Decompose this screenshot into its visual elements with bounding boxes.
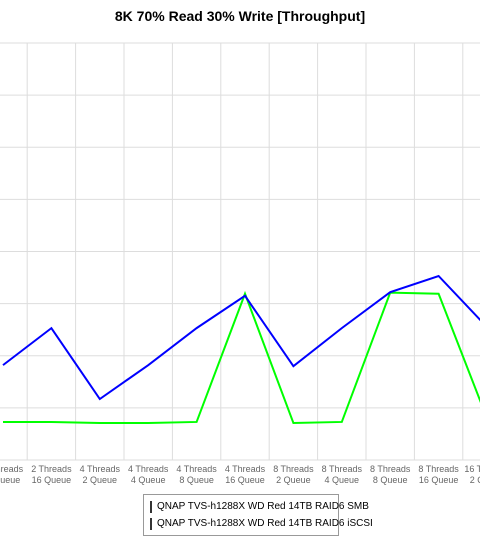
x-tick-label: 4 Threads 16 Queue [224, 464, 266, 485]
legend-label: QNAP TVS-h1288X WD Red 14TB RAID6 iSCSI [157, 518, 373, 529]
series-line [3, 290, 480, 425]
x-tick-label: 16 Threads 2 Queue [464, 464, 480, 485]
legend-swatch [150, 517, 152, 530]
x-tick-label: 8 Threads 4 Queue [321, 464, 362, 485]
legend-item: QNAP TVS-h1288X WD Red 14TB RAID6 SMB [150, 498, 369, 515]
x-tick-label: 2 Threads 16 Queue [31, 464, 72, 485]
x-tick-label: 2 Threads 8 Queue [0, 464, 24, 485]
series-line [2, 274, 480, 401]
legend-swatch [150, 500, 152, 513]
x-tick-label: 8 Threads 8 Queue [370, 464, 411, 485]
x-tick-label: 8 Threads 2 Queue [273, 464, 314, 485]
x-tick-label: 4 Threads 2 Queue [79, 464, 120, 485]
legend: QNAP TVS-h1288X WD Red 14TB RAID6 SMB QNA… [143, 494, 373, 536]
legend-item: QNAP TVS-h1288X WD Red 14TB RAID6 iSCSI [150, 515, 373, 532]
x-tick-label: 4 Threads 4 Queue [128, 464, 169, 485]
x-tick-label: 8 Threads 16 Queue [418, 464, 459, 485]
chart-title: 8K 70% Read 30% Write [Throughput] [114, 8, 366, 24]
legend-label: QNAP TVS-h1288X WD Red 14TB RAID6 SMB [157, 501, 369, 512]
x-tick-label: 4 Threads 8 Queue [176, 464, 217, 485]
